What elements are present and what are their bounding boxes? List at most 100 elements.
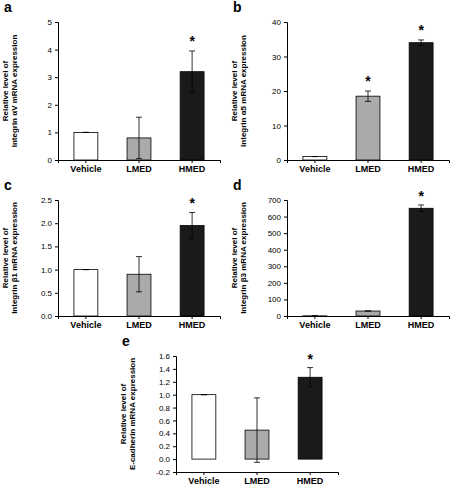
x-tick: Vehicle	[299, 160, 330, 174]
y-axis-title: Relative level ofIntegrin α5 mRNA expres…	[230, 35, 248, 147]
y-tick: 0.0	[41, 312, 58, 321]
y-tick-label: 30	[272, 53, 281, 62]
x-tick-mark	[421, 316, 422, 319]
y-axis-title: Relative level ofIntegrin β1 mRNA expres…	[1, 202, 19, 314]
x-tick: HMED	[179, 316, 206, 330]
y-axis-line	[284, 201, 288, 317]
y-tick-label: 0.6	[159, 417, 171, 426]
y-axis: 010203040	[272, 18, 287, 165]
bar	[303, 315, 327, 316]
significance-marker: *	[418, 188, 424, 204]
y-tick-label: 1.5	[41, 242, 53, 251]
y-tick-mark	[173, 408, 176, 409]
y-tick-mark	[55, 132, 58, 133]
y-tick-mark	[284, 91, 287, 92]
error-bar	[83, 269, 89, 270]
x-tick: LMED	[126, 316, 152, 330]
error-bar	[312, 156, 318, 157]
y-tick-label: 1.6	[159, 352, 171, 361]
y-tick-label: 10	[272, 122, 281, 131]
x-tick: Vehicle	[299, 316, 330, 330]
y-tick-mark	[55, 105, 58, 106]
y-tick-label: 3	[48, 73, 53, 82]
y-tick: 1.2	[159, 378, 176, 387]
y-tick-mark	[173, 433, 176, 434]
x-tick-label: LMED	[355, 164, 381, 174]
y-tick-mark	[284, 283, 287, 284]
y-tick-label: 0	[277, 312, 282, 321]
y-tick-label: 0.0	[159, 455, 171, 464]
x-axis-line	[177, 473, 339, 476]
y-tick-label: 200	[268, 279, 282, 288]
y-tick: -0.2	[156, 468, 176, 477]
x-axis: Vehicle LMED HMED	[177, 472, 339, 486]
x-tick-mark	[310, 472, 311, 475]
x-tick: LMED	[244, 472, 270, 486]
y-tick-mark	[284, 57, 287, 58]
bar	[180, 226, 204, 316]
plot-area	[192, 368, 322, 463]
y-tick-label: 0.2	[159, 442, 171, 451]
y-tick: 1.0	[41, 266, 58, 275]
x-tick-label: Vehicle	[70, 320, 101, 330]
y-tick: 1.4	[159, 365, 176, 374]
y-tick-mark	[55, 316, 58, 317]
y-axis: 012345	[48, 18, 59, 165]
x-axis: Vehicle LMED HMED	[59, 316, 221, 330]
y-tick: 20	[272, 87, 287, 96]
y-tick: 0	[277, 156, 287, 165]
y-tick-mark	[284, 316, 287, 317]
y-tick: 600	[268, 213, 287, 222]
x-tick-label: Vehicle	[188, 476, 219, 486]
y-tick-label: 0	[277, 156, 282, 165]
x-tick-mark	[139, 160, 140, 163]
bar	[409, 208, 433, 316]
error-bar	[201, 394, 207, 395]
y-tick: 0.8	[159, 404, 176, 413]
y-tick-label: 700	[268, 196, 282, 205]
x-tick: LMED	[126, 160, 152, 174]
panel-label: e	[122, 333, 130, 349]
plot-area	[74, 213, 204, 316]
y-tick: 500	[268, 229, 287, 238]
panel: -0.20.00.20.40.60.81.01.21.41.6VehicleLM…	[119, 333, 339, 486]
y-tick-label: 1.0	[41, 266, 53, 275]
error-bar	[312, 315, 318, 316]
y-tick: 0.6	[159, 417, 176, 426]
x-axis-line	[288, 161, 450, 164]
y-tick: 4	[48, 46, 58, 55]
error-bar	[83, 132, 89, 133]
significance-marker: *	[418, 22, 424, 38]
y-tick-label: 2.5	[41, 196, 53, 205]
error-bar	[189, 51, 195, 92]
y-tick-mark	[55, 77, 58, 78]
bar	[303, 157, 327, 160]
y-tick-mark	[55, 160, 58, 161]
y-tick: 700	[268, 196, 287, 205]
bar	[74, 270, 98, 316]
y-tick-label: 0.8	[159, 404, 171, 413]
x-axis: VehicleLMEDHMED	[288, 160, 450, 174]
x-tick: Vehicle	[188, 472, 219, 486]
x-tick-mark	[85, 316, 86, 319]
y-tick-mark	[55, 270, 58, 271]
x-tick: HMED	[408, 316, 435, 330]
y-tick: 0.4	[159, 429, 176, 438]
y-axis-line	[55, 23, 59, 161]
panel-label: a	[4, 0, 12, 15]
y-axis-line	[284, 23, 288, 161]
y-tick-mark	[55, 22, 58, 23]
bar	[356, 96, 380, 160]
x-tick-mark	[85, 160, 86, 163]
y-tick-mark	[284, 266, 287, 267]
y-tick: 0	[48, 156, 58, 165]
error-bar	[189, 213, 195, 239]
plot-area	[303, 205, 433, 316]
error-bar	[418, 205, 424, 212]
y-axis: 0.00.51.01.52.02.5	[41, 196, 59, 321]
x-tick: HMED	[297, 472, 324, 486]
y-tick-mark	[284, 217, 287, 218]
y-tick: 3	[48, 73, 58, 82]
y-axis-line	[55, 201, 59, 317]
y-tick: 30	[272, 53, 287, 62]
